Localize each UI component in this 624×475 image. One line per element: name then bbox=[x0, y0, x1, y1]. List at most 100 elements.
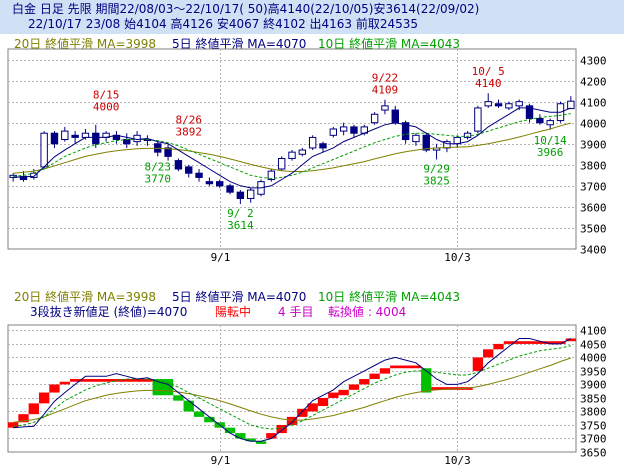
annotation-date: 8/26 bbox=[175, 114, 202, 127]
candle-body bbox=[525, 105, 534, 119]
candle-body bbox=[536, 117, 544, 124]
breakline-y-tick-label: 4050 bbox=[580, 339, 607, 352]
breakline-block-down bbox=[193, 411, 205, 417]
candle-body bbox=[298, 149, 307, 155]
breakline-block-up bbox=[28, 403, 39, 415]
annotation-price: 4000 bbox=[93, 100, 120, 113]
breakline-block-up bbox=[379, 368, 391, 374]
annotation-price: 3966 bbox=[537, 146, 564, 159]
header-line-1: 白金 日足 先限 期間22/08/03～22/10/17( 50)高4140(2… bbox=[12, 2, 480, 16]
breakline-block-flat bbox=[80, 379, 153, 382]
candle-y-tick-label: 3400 bbox=[580, 244, 607, 257]
annotation-price: 3892 bbox=[175, 126, 202, 139]
breakline-block-down bbox=[245, 438, 256, 442]
candle-x-tick-label: 10/3 bbox=[444, 251, 471, 264]
breakline-y-tick-label: 3950 bbox=[580, 366, 607, 379]
candle-body bbox=[246, 189, 255, 199]
legend-bottom-ma10: 10日 終値平滑 MA=4043 bbox=[318, 290, 461, 304]
breakline-block-up bbox=[297, 408, 308, 417]
annotation-price: 3770 bbox=[144, 172, 171, 185]
breakline-y-tick-label: 4100 bbox=[580, 325, 607, 338]
candle-y-tick-label: 3500 bbox=[580, 223, 607, 236]
candle-body bbox=[350, 126, 358, 134]
breakline-block-flat bbox=[503, 341, 566, 344]
legend-bottom-ma5: 5日 終値平滑 MA=4070 bbox=[172, 290, 307, 304]
candle-body bbox=[92, 132, 100, 145]
annotation-price: 3614 bbox=[227, 219, 254, 232]
annotation-date: 9/29 bbox=[423, 163, 450, 176]
candle-ma20-line bbox=[13, 122, 571, 174]
breakline-block-up bbox=[359, 379, 370, 385]
breakline-y-tick-label: 4000 bbox=[580, 352, 607, 365]
candle-y-tick-label: 3900 bbox=[580, 139, 607, 152]
legend-top-ma10: 10日 終値平滑 MA=4043 bbox=[318, 37, 461, 51]
candle-body bbox=[474, 107, 482, 132]
candle-body bbox=[329, 128, 338, 136]
candle-body bbox=[267, 170, 276, 181]
breakline-ma5-line bbox=[13, 338, 572, 442]
breakline-y-tick-label: 3700 bbox=[580, 433, 607, 446]
legend-top-ma5: 5日 終値平滑 MA=4070 bbox=[172, 37, 307, 51]
candle-body bbox=[546, 120, 554, 126]
legend-bottom-ma20: 20日 終値平滑 MA=3998 bbox=[14, 290, 157, 304]
annotation-price: 4109 bbox=[372, 83, 399, 96]
breakline-x-tick-label: 10/3 bbox=[444, 454, 471, 467]
breakline-block-down bbox=[421, 368, 432, 393]
annotation-price: 4140 bbox=[475, 77, 502, 90]
breakline-block-down bbox=[255, 441, 267, 444]
breakline-block-up bbox=[348, 384, 360, 390]
candle-body bbox=[61, 130, 69, 141]
breakline-x-tick-label: 9/1 bbox=[211, 454, 231, 467]
candle-body bbox=[174, 160, 183, 170]
breakline-block-up bbox=[565, 338, 576, 342]
breakline-block-up bbox=[328, 392, 339, 398]
breakline-y-tick-label: 3850 bbox=[580, 393, 607, 406]
candle-body bbox=[567, 100, 575, 110]
annotation-date: 8/15 bbox=[93, 88, 120, 101]
candle-body bbox=[401, 122, 410, 141]
candle-y-tick-label: 4200 bbox=[580, 76, 607, 89]
candle-y-tick-label: 3700 bbox=[580, 181, 607, 194]
candle-y-tick-label: 4100 bbox=[580, 97, 607, 110]
breakline-block-down bbox=[204, 416, 215, 423]
breakline-block-up bbox=[266, 433, 277, 439]
candle-body bbox=[494, 103, 503, 107]
breakline-block-up bbox=[276, 424, 287, 434]
breakline-block-down bbox=[235, 433, 246, 439]
candle-y-tick-label: 3600 bbox=[580, 202, 607, 215]
candle-body bbox=[515, 101, 523, 107]
breakline-block-up bbox=[59, 381, 70, 385]
candle-body bbox=[308, 136, 317, 149]
annotation-date: 8/23 bbox=[144, 160, 171, 173]
candle-body bbox=[381, 105, 389, 111]
breakline-ma10-line bbox=[13, 345, 571, 430]
breakline-block-up bbox=[483, 349, 494, 358]
annotation-date: 9/22 bbox=[372, 71, 399, 84]
candle-body bbox=[40, 132, 48, 168]
reversal-label: 3段抜き新値足 (終値)=4070 bbox=[30, 305, 188, 319]
candle-body bbox=[71, 134, 79, 138]
breakline-block-flat bbox=[390, 365, 422, 369]
breakline-block-up bbox=[69, 379, 81, 382]
candle-ma10-line bbox=[13, 113, 571, 180]
breakline-plot-frame bbox=[7, 324, 577, 453]
breakline-block-up bbox=[338, 389, 349, 396]
breakline-block-up bbox=[369, 373, 380, 380]
breakline-y-tick-label: 3900 bbox=[580, 379, 607, 392]
candle-body bbox=[81, 132, 90, 138]
breakline-block-up bbox=[286, 416, 298, 425]
breakline-block-up bbox=[307, 403, 318, 412]
candle-body bbox=[195, 172, 203, 178]
candle-x-tick-label: 9/1 bbox=[211, 251, 231, 264]
header-line-2: 22/10/17 23/08 始4104 高4126 安4067 終4102 出… bbox=[28, 17, 419, 31]
candle-body bbox=[226, 185, 234, 193]
breakline-block-flat bbox=[431, 387, 473, 390]
candle-y-tick-label: 3800 bbox=[580, 160, 607, 173]
reversal-step: 4 手目 bbox=[278, 305, 314, 319]
candle-body bbox=[123, 139, 131, 145]
breakline-block-up bbox=[317, 397, 329, 407]
candle-y-tick-label: 4000 bbox=[580, 118, 607, 131]
candle-body bbox=[391, 109, 399, 124]
candle-body bbox=[463, 132, 472, 138]
candle-body bbox=[288, 151, 296, 159]
